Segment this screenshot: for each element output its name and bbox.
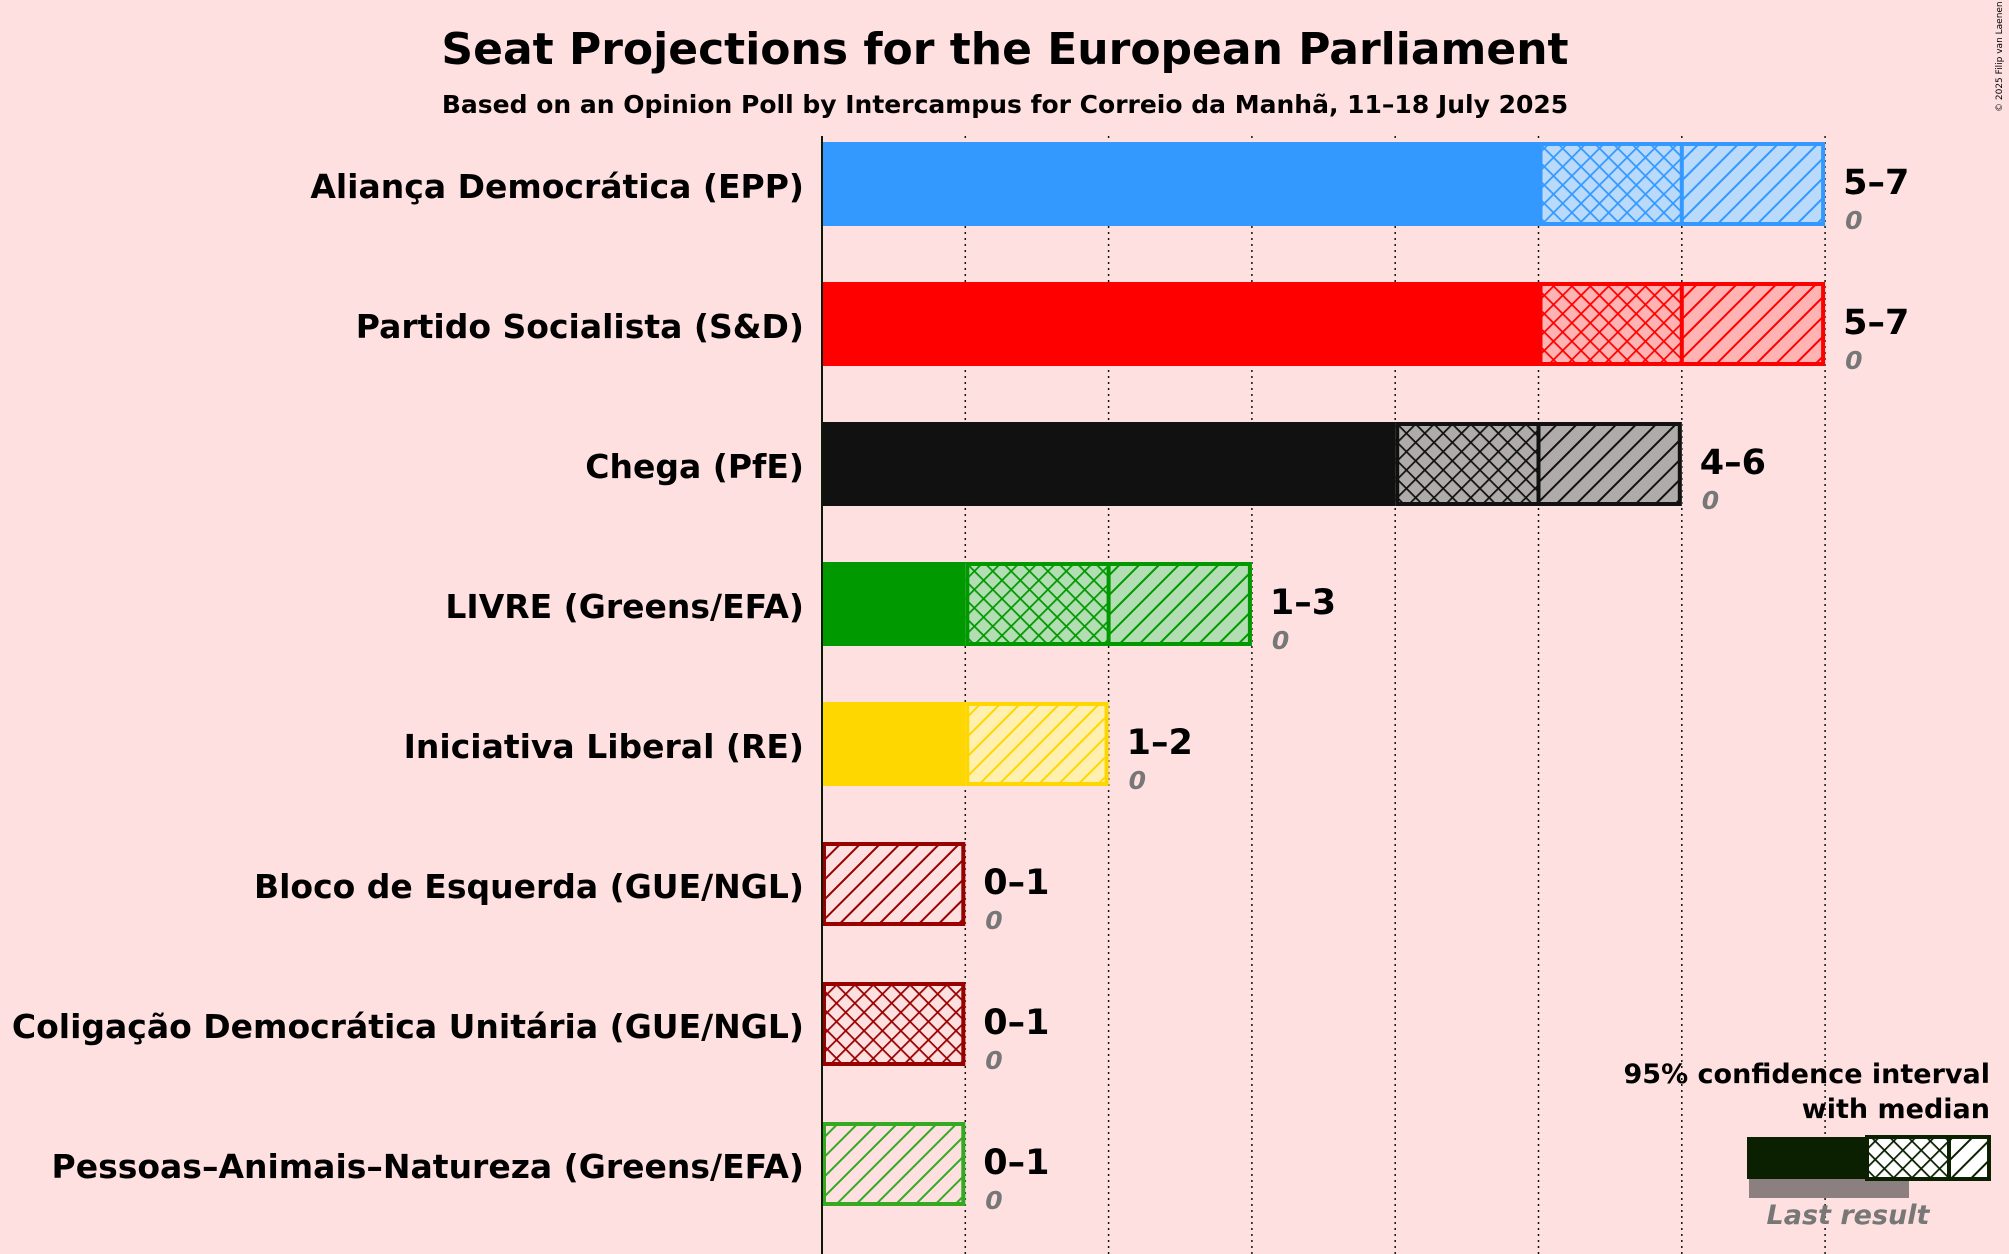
bar-solid-segment (822, 562, 966, 646)
bar-hatch-segment (1108, 562, 1252, 646)
last-result-label: 0 (985, 1186, 1002, 1215)
last-result-label: 0 (1845, 346, 1862, 375)
range-label: 0–1 (983, 1003, 1049, 1043)
copyright-note: © 2025 Filip van Laenen (1995, 1, 2005, 112)
bar-hatch-segment (1538, 422, 1682, 506)
bar-solid-segment (822, 282, 1539, 366)
party-label: Iniciativa Liberal (RE) (404, 727, 804, 766)
legend-last-result-label: Last result (1767, 1200, 1931, 1231)
bar-crosshatch-segment (965, 562, 1109, 646)
party-row: Chega (PfE) 4–6 0 (585, 422, 1766, 515)
party-label: Pessoas–Animais–Natureza (Greens/EFA) (52, 1147, 804, 1186)
party-row: Coligação Democrática Unitária (GUE/NGL)… (12, 982, 1050, 1075)
party-row: Bloco de Esquerda (GUE/NGL) 0–1 0 (254, 842, 1050, 935)
legend: 95% confidence interval with median Last… (1624, 1059, 1991, 1231)
party-label: Coligação Democrática Unitária (GUE/NGL) (12, 1007, 804, 1046)
range-label: 5–7 (1843, 303, 1909, 343)
chart-subtitle: Based on an Opinion Poll by Intercampus … (442, 90, 1568, 119)
range-label: 1–3 (1270, 583, 1336, 623)
party-label: Chega (PfE) (585, 447, 804, 486)
last-result-label: 0 (1129, 766, 1146, 795)
last-result-label: 0 (985, 1046, 1002, 1075)
bar-crosshatch-segment (1395, 422, 1539, 506)
party-row: Aliança Democrática (EPP) 5–7 0 (310, 142, 1909, 235)
party-label: Aliança Democrática (EPP) (310, 167, 804, 206)
bar-interval-outline (822, 982, 966, 1066)
bar-crosshatch-segment (1538, 282, 1682, 366)
last-result-label: 0 (1845, 206, 1862, 235)
bar-crosshatch-segment (1538, 142, 1682, 226)
bar-crosshatch-segment (822, 982, 966, 1066)
bar-solid-segment (822, 142, 1539, 226)
range-label: 1–2 (1127, 723, 1193, 763)
bar-hatch-segment (1681, 282, 1826, 366)
bar-interval-outline (822, 1122, 966, 1206)
bar-hatch-segment (965, 702, 1109, 786)
bar-hatch-segment (822, 842, 966, 926)
last-result-label: 0 (985, 906, 1002, 935)
bar-hatch-segment (822, 1122, 966, 1206)
party-row: Partido Socialista (S&D) 5–7 0 (356, 282, 1909, 375)
party-label: Partido Socialista (S&D) (356, 307, 804, 346)
legend-solid-swatch (1747, 1137, 1867, 1179)
chart-title: Seat Projections for the European Parlia… (441, 24, 1568, 75)
bar-hatch-segment (1681, 142, 1826, 226)
party-row: LIVRE (Greens/EFA) 1–3 0 (445, 562, 1336, 655)
bar-solid-segment (822, 702, 966, 786)
legend-hatch-swatch (1947, 1135, 1991, 1181)
last-result-label: 0 (1702, 486, 1719, 515)
bar-interval-outline (822, 842, 966, 926)
bar-interval-outline (965, 702, 1109, 786)
last-result-label: 0 (1272, 626, 1289, 655)
bar-solid-segment (822, 422, 1396, 506)
party-row: Iniciativa Liberal (RE) 1–2 0 (404, 702, 1193, 795)
party-label: LIVRE (Greens/EFA) (445, 587, 804, 626)
legend-ci-label: 95% confidence interval (1624, 1059, 1990, 1090)
party-row: Pessoas–Animais–Natureza (Greens/EFA) 0–1… (52, 1122, 1050, 1215)
legend-median-label: with median (1802, 1094, 1990, 1125)
range-label: 0–1 (983, 863, 1049, 903)
range-label: 0–1 (983, 1143, 1049, 1183)
legend-cross-swatch (1865, 1135, 1951, 1181)
party-label: Bloco de Esquerda (GUE/NGL) (254, 867, 804, 906)
range-label: 4–6 (1700, 443, 1766, 483)
range-label: 5–7 (1843, 163, 1909, 203)
